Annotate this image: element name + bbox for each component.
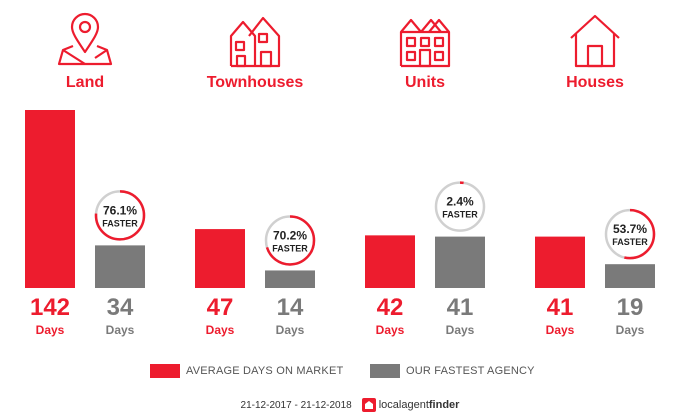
unit-label: Days (105, 323, 135, 337)
faster-label-land: FASTER (102, 218, 138, 228)
unit-label: Days (275, 323, 305, 337)
value-label-houses-average: 41 (546, 294, 574, 321)
legend-item-agency: OUR FASTEST AGENCY (370, 364, 535, 378)
brand-logo: localagentfinder (361, 398, 460, 412)
unit-label: Days (35, 323, 65, 337)
legend-label: OUR FASTEST AGENCY (406, 365, 535, 377)
category-label-land: Land (65, 74, 105, 91)
brand-name-bold: finder (428, 399, 460, 411)
faster-arc-land (94, 190, 146, 241)
category-label-townhouses: Townhouses (206, 74, 304, 91)
value-label-houses-agency: 19 (616, 294, 644, 321)
faster-arc-townhouses (264, 215, 316, 266)
unit-label: Days (445, 323, 475, 337)
faster-arc-units (434, 181, 486, 232)
value-label-land-average: 142 (29, 294, 71, 321)
map-pin-icon (57, 12, 113, 66)
faster-arc-houses (604, 208, 656, 260)
legend-swatch-red (150, 364, 180, 378)
brand-logo-icon (361, 398, 376, 412)
value-label-townhouses-average: 47 (206, 294, 234, 321)
bar-agency-units (435, 236, 485, 288)
unit-label: Days (205, 323, 235, 337)
bar-agency-houses (605, 264, 655, 288)
bar-average-units (365, 235, 415, 288)
value-label-townhouses-agency: 14 (276, 294, 304, 321)
value-label-land-agency: 34 (106, 294, 134, 321)
faster-label-houses: FASTER (612, 237, 648, 247)
bar-average-houses (535, 236, 585, 288)
bar-average-townhouses (195, 229, 245, 288)
brand-name-light: localagent (378, 399, 429, 411)
faster-percent-land: 76.1% (103, 203, 137, 217)
value-label-units-average: 42 (376, 294, 404, 321)
legend-item-average: AVERAGE DAYS ON MARKET (150, 364, 343, 378)
category-label-houses: Houses (566, 74, 624, 91)
value-label-units-agency: 41 (446, 294, 474, 321)
unit-label: Days (615, 323, 645, 337)
legend-swatch-grey (370, 364, 400, 378)
units-icon (399, 18, 451, 68)
faster-label-units: FASTER (442, 210, 478, 220)
faster-label-townhouses: FASTER (272, 243, 308, 253)
unit-label: Days (375, 323, 405, 337)
legend-label: AVERAGE DAYS ON MARKET (186, 365, 344, 377)
category-label-units: Units (405, 74, 445, 91)
house-icon (570, 14, 620, 68)
faster-percent-units: 2.4% (446, 195, 474, 209)
bar-agency-land (95, 245, 145, 288)
bar-agency-townhouses (265, 270, 315, 288)
unit-label: Days (545, 323, 575, 337)
faster-percent-houses: 53.7% (613, 222, 647, 236)
date-range: 21-12-2017 - 21-12-2018 (240, 399, 352, 411)
faster-percent-townhouses: 70.2% (273, 228, 307, 242)
bar-average-land (25, 110, 75, 288)
townhouse-icon (229, 16, 281, 68)
footer: 21-12-2017 - 21-12-2018 localagentfinder (0, 398, 700, 412)
